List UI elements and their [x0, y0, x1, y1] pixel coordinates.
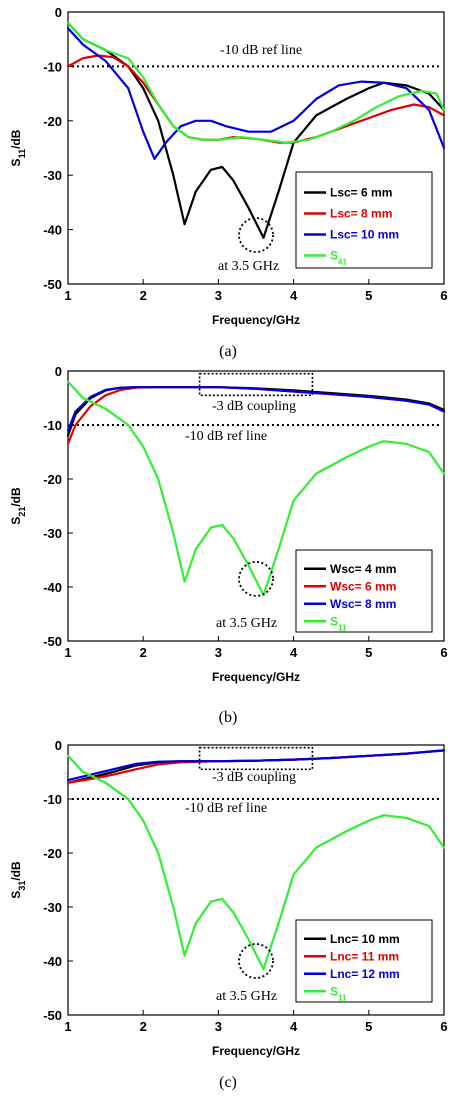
ref-line-label: -10 dB ref line — [185, 429, 267, 444]
legend: Wsc= 4 mm Wsc= 6 mm Wsc= 8 mm S11 — [295, 549, 433, 633]
y-tick-label: -40 — [43, 954, 62, 969]
series-line-4 — [66, 380, 446, 597]
legend-label-4: S11 — [330, 984, 347, 1002]
x-tick-label: 2 — [140, 1019, 147, 1034]
legend-label-1: Lnc= 10 mm — [330, 932, 400, 946]
series-line-1 — [66, 21, 446, 239]
x-tick-label: 4 — [290, 288, 298, 303]
y-axis-label: S31/dB — [9, 861, 27, 899]
plot-frame — [67, 370, 445, 642]
series-line-2 — [66, 54, 446, 144]
ref-line-label: -10 dB ref line — [185, 801, 267, 816]
y-tick-label: 0 — [55, 738, 62, 753]
legend-label-4: S11 — [330, 614, 347, 632]
x-tick-label: 6 — [440, 288, 447, 303]
x-tick-label: 6 — [440, 645, 447, 660]
freq-annotation: at 3.5 GHz — [216, 989, 277, 1004]
series-line-3 — [66, 27, 446, 160]
y-tick-label: -40 — [43, 580, 62, 595]
y-tick-label: -30 — [43, 900, 62, 915]
x-tick-label: 4 — [290, 1019, 298, 1034]
legend-label-3: Lsc= 10 mm — [330, 228, 399, 242]
x-axis-label: Frequency/GHz — [212, 670, 300, 684]
coupling-label: -3 dB coupling — [212, 399, 296, 414]
chart-panel-3: 1 2 3 4 5 6 0 -10 -20 -30 -40 -50 Frequency/GHz S31/d… — [9, 738, 448, 1058]
legend-label-2: Lnc= 11 mm — [330, 949, 399, 963]
y-tick-label: 0 — [55, 5, 62, 20]
legend-label-1: Lsc= 6 mm — [330, 186, 392, 200]
x-tick-label: 5 — [365, 645, 372, 660]
x-tick-label: 3 — [215, 1019, 222, 1034]
chart-panel-1: 1 2 3 4 5 6 0 -10 -20 -30 -40 -50 Frequency/GHz S11/d… — [9, 5, 448, 327]
y-tick-label: -50 — [43, 277, 62, 292]
x-tick-label: 2 — [140, 645, 147, 660]
series-line-3 — [66, 749, 446, 782]
y-tick-label: -30 — [43, 526, 62, 541]
circle-marker — [238, 561, 274, 597]
x-tick-label: 3 — [215, 288, 222, 303]
y-tick-label: -20 — [43, 114, 62, 129]
x-tick-label: 4 — [290, 645, 298, 660]
series-line-4 — [66, 754, 446, 971]
series-line-3 — [66, 386, 446, 432]
y-tick-label: -50 — [43, 634, 62, 649]
panel-caption: (b) — [219, 709, 238, 726]
legend-label-1: Wsc= 4 mm — [330, 562, 396, 576]
legend-label-2: Wsc= 6 mm — [330, 579, 396, 593]
legend: Lsc= 6 mm Lsc= 8 mm Lsc= 10 mm S41 — [295, 171, 433, 269]
x-axis-label: Frequency/GHz — [212, 313, 300, 327]
panel-caption: (a) — [219, 343, 237, 360]
x-tick-label: 1 — [64, 645, 71, 660]
legend-box — [295, 549, 433, 633]
coupling-label: -3 dB coupling — [212, 770, 296, 785]
panel-caption: (c) — [219, 1074, 237, 1091]
y-tick-label: 0 — [55, 364, 62, 379]
y-tick-label: -20 — [43, 472, 62, 487]
y-tick-label: -30 — [43, 168, 62, 183]
y-tick-label: -10 — [43, 418, 62, 433]
x-tick-label: 5 — [365, 288, 372, 303]
freq-annotation: at 3.5 GHz — [216, 616, 277, 631]
legend-box — [295, 171, 433, 269]
y-tick-label: -10 — [43, 792, 62, 807]
x-tick-label: 2 — [140, 288, 147, 303]
legend-box — [295, 919, 433, 1003]
ref-line-label: -10 dB ref line — [220, 43, 302, 58]
y-tick-label: -10 — [43, 59, 62, 74]
x-tick-label: 3 — [215, 645, 222, 660]
legend: Lnc= 10 mm Lnc= 11 mm Lnc= 12 mm S11 — [295, 919, 433, 1003]
y-tick-label: -50 — [43, 1008, 62, 1023]
x-tick-label: 1 — [64, 1019, 71, 1034]
freq-annotation: at 3.5 GHz — [218, 259, 279, 274]
plot-frame — [67, 744, 445, 1016]
legend-label-4: S41 — [330, 249, 347, 267]
legend-label-3: Lnc= 12 mm — [330, 967, 400, 981]
circle-marker — [238, 217, 274, 253]
legend-label-3: Wsc= 8 mm — [330, 597, 396, 611]
x-axis-label: Frequency/GHz — [212, 1044, 300, 1058]
x-tick-label: 1 — [64, 288, 71, 303]
chart-panel-2: 1 2 3 4 5 6 0 -10 -20 -30 -40 -50 Frequency/GHz S21/d… — [9, 364, 448, 684]
y-tick-label: -20 — [43, 846, 62, 861]
coupling-box — [198, 746, 314, 771]
x-tick-label: 6 — [440, 1019, 447, 1034]
x-tick-label: 5 — [365, 1019, 372, 1034]
legend-label-2: Lsc= 8 mm — [330, 207, 392, 221]
y-axis-label: S11/dB — [9, 129, 27, 166]
y-axis-label: S21/dB — [9, 487, 27, 525]
y-tick-label: -40 — [43, 223, 62, 238]
series-line-4 — [66, 21, 446, 144]
circle-marker — [238, 943, 274, 979]
coupling-box — [198, 372, 314, 397]
